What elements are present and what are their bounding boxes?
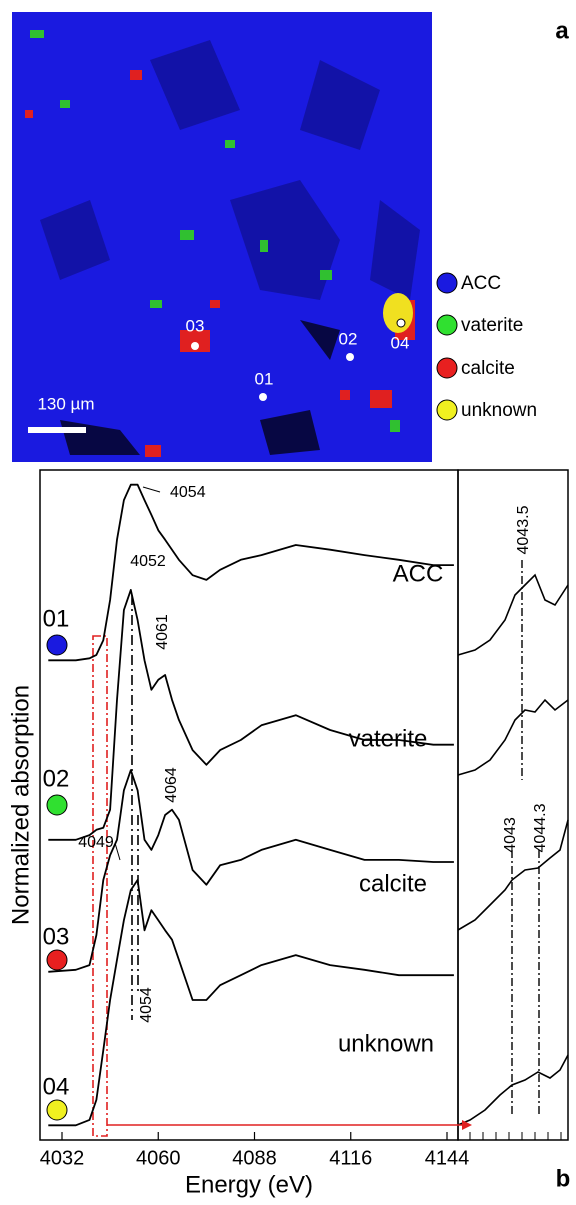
annotation: 4049	[78, 834, 114, 851]
sample-label: 01	[43, 605, 70, 632]
legend-swatch	[436, 357, 458, 379]
legend-label: ACC	[461, 273, 501, 294]
spectrum-line	[48, 769, 454, 973]
sample-marker	[46, 1099, 68, 1121]
y-axis-label: Normalized absorption	[7, 685, 34, 925]
legend-label: vaterite	[461, 315, 523, 336]
legend-swatch	[436, 399, 458, 421]
legend-swatch	[436, 272, 458, 294]
spectrum-line	[48, 879, 454, 1127]
inset-ticks	[469, 1132, 562, 1140]
x-tick-label: 4116	[329, 1147, 372, 1169]
annotation: 4052	[130, 553, 166, 570]
inset-annotation: 4043	[502, 817, 519, 853]
inset-annotation: 4043.5	[515, 505, 532, 554]
x-axis-label: Energy (eV)	[185, 1171, 313, 1198]
sample-marker	[46, 634, 68, 656]
inset-frame	[457, 469, 569, 1141]
annotation-leader	[142, 486, 161, 493]
spectrum-line	[48, 589, 454, 841]
x-tick-label: 4060	[136, 1147, 181, 1169]
point-label: 02	[339, 329, 358, 348]
map-texture	[25, 30, 420, 457]
legend-label: calcite	[461, 358, 515, 379]
panel-label: a	[555, 17, 569, 44]
scale-bar-label: 130 µm	[37, 394, 94, 413]
inset-marker-lines	[511, 560, 540, 1115]
series-label: unknown	[338, 1030, 434, 1057]
inset-annotation: 4044.3	[532, 803, 549, 852]
annotation: 4061	[154, 614, 171, 650]
sample-label: 02	[43, 765, 70, 792]
point-label: 03	[186, 316, 205, 335]
annotation: 4064	[163, 767, 180, 803]
zoom-box	[92, 635, 108, 1137]
annotation-leader	[114, 842, 121, 861]
sample-label: 04	[43, 1073, 70, 1100]
sample-marker	[46, 794, 68, 816]
point-label: 01	[255, 369, 274, 388]
zoom-arrowhead	[462, 1120, 472, 1130]
x-tick-label: 4088	[232, 1147, 277, 1169]
sample-label: 03	[43, 923, 70, 950]
inset-curves	[457, 573, 569, 1126]
annotation: 4054	[138, 987, 155, 1023]
x-tick-label: 4032	[40, 1147, 85, 1169]
peak-marker-lines	[131, 595, 139, 1020]
legend-label: unknown	[461, 400, 537, 421]
panel-label: b	[556, 1165, 571, 1192]
annotation: 4054	[170, 484, 206, 501]
point-label: 04	[391, 333, 410, 352]
series-label: calcite	[359, 870, 427, 897]
x-tick-label: 4144	[425, 1147, 470, 1169]
map-points	[191, 318, 406, 401]
legend-swatch	[436, 314, 458, 336]
spectrum-line	[48, 483, 454, 662]
sample-marker	[46, 949, 68, 971]
